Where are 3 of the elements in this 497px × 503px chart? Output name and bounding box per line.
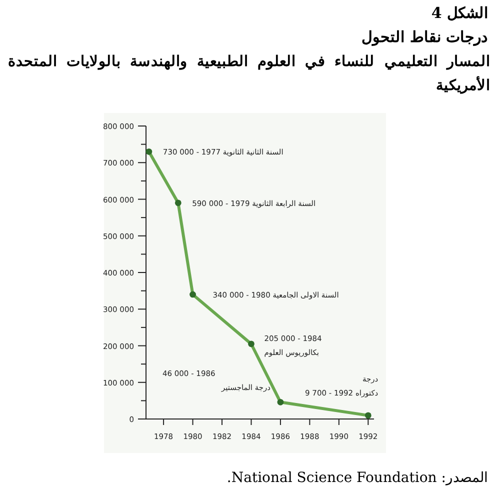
- text: الشكل 4 درجات نقاط التحول: [362, 4, 488, 46]
- text: المصدر: National Science Foundation.: [226, 470, 488, 486]
- chart-subtitle: المسار التعليمي للنساء في العلوم الطبيعية والهندسة بالولايات المتحدة الأمريكية: [8, 52, 490, 96]
